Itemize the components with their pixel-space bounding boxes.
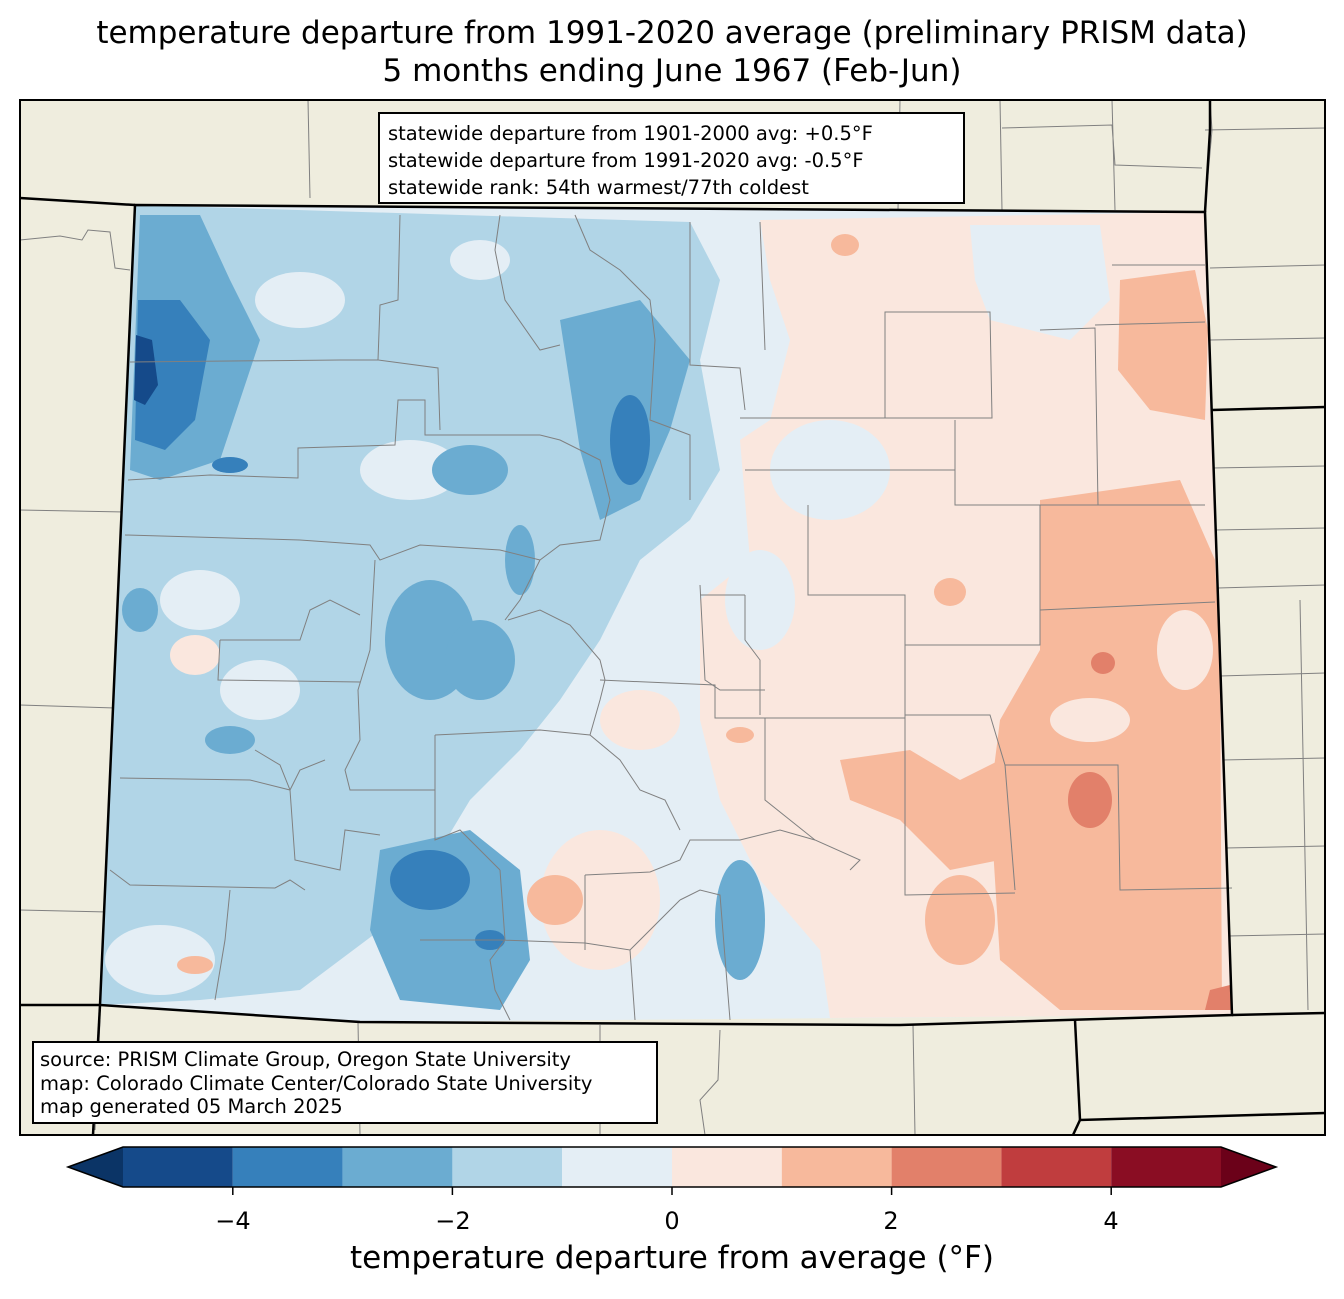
colorbar-bin (1111, 1147, 1221, 1187)
colorbar-label: temperature departure from average (°F) (350, 1240, 994, 1276)
colder-patches (135, 300, 650, 950)
colorbar-outline (65, 1146, 1279, 1188)
colorbar-over-arrow (1221, 1147, 1276, 1187)
map-credit-line: map: Colorado Climate Center/Colorado St… (40, 1071, 593, 1095)
colorbar-tick-label: 4 (1103, 1207, 1119, 1235)
colorbar-bin (672, 1147, 782, 1187)
colorbar (65, 1146, 1279, 1195)
statewide-stats-box: statewide departure from 1901-2000 avg: … (378, 112, 965, 204)
colorbar-bin (342, 1147, 453, 1187)
title-line-1: temperature departure from 1991-2020 ave… (96, 15, 1248, 51)
colorbar-tick-label: 2 (883, 1207, 899, 1235)
title-line-2: 5 months ending June 1967 (Feb-Jun) (382, 53, 962, 89)
county-lines (109, 214, 1233, 1021)
colorbar-bin (452, 1147, 563, 1187)
neutral-patches-west (105, 240, 510, 995)
warmer-patches (177, 234, 1222, 1010)
colorbar-bin (123, 1147, 233, 1187)
colorbar-bin (891, 1147, 1002, 1187)
source-box: source: PRISM Climate Group, Oregon Stat… (32, 1041, 658, 1124)
colorbar-under-arrow (68, 1147, 123, 1187)
map-frame (19, 99, 1326, 1136)
pale-patch (1050, 698, 1130, 742)
warm-patches-central (170, 635, 680, 970)
colorbar-tick-label: −2 (435, 1207, 471, 1235)
colorbar-bin (232, 1147, 343, 1187)
colorbar-bin (1001, 1147, 1112, 1187)
stats-rank: statewide rank: 54th warmest/77th coldes… (388, 176, 809, 199)
stats-departure-1991-2020: statewide departure from 1991-2020 avg: … (388, 149, 864, 172)
colorbar-bin (562, 1147, 672, 1187)
warmest-patches (1068, 652, 1232, 1010)
stats-departure-1901-2000: statewide departure from 1901-2000 avg: … (388, 122, 873, 145)
source-line: source: PRISM Climate Group, Oregon Stat… (40, 1048, 571, 1071)
colorbar-tick-label: −4 (215, 1207, 251, 1235)
pale-patch-2 (1157, 610, 1213, 690)
colorbar-tick-label: 0 (664, 1207, 680, 1235)
generated-date-line: map generated 05 March 2025 (40, 1095, 343, 1118)
coldest-patch (134, 335, 158, 405)
colorbar-bin (781, 1147, 892, 1187)
